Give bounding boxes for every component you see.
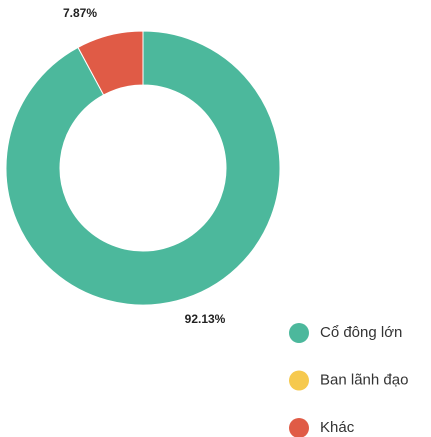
donut-slice [5, 30, 281, 306]
legend-label: Khác [320, 419, 355, 436]
legend-swatch [289, 418, 309, 437]
legend-swatch [289, 370, 309, 391]
donut-slice [77, 30, 144, 96]
value-label: 92.13% [185, 312, 226, 326]
value-label: 7.87% [63, 6, 97, 20]
legend-label: Ban lãnh đạo [320, 371, 408, 388]
legend-label: Cổ đông lớn [320, 324, 402, 341]
legend-swatch [289, 323, 309, 343]
